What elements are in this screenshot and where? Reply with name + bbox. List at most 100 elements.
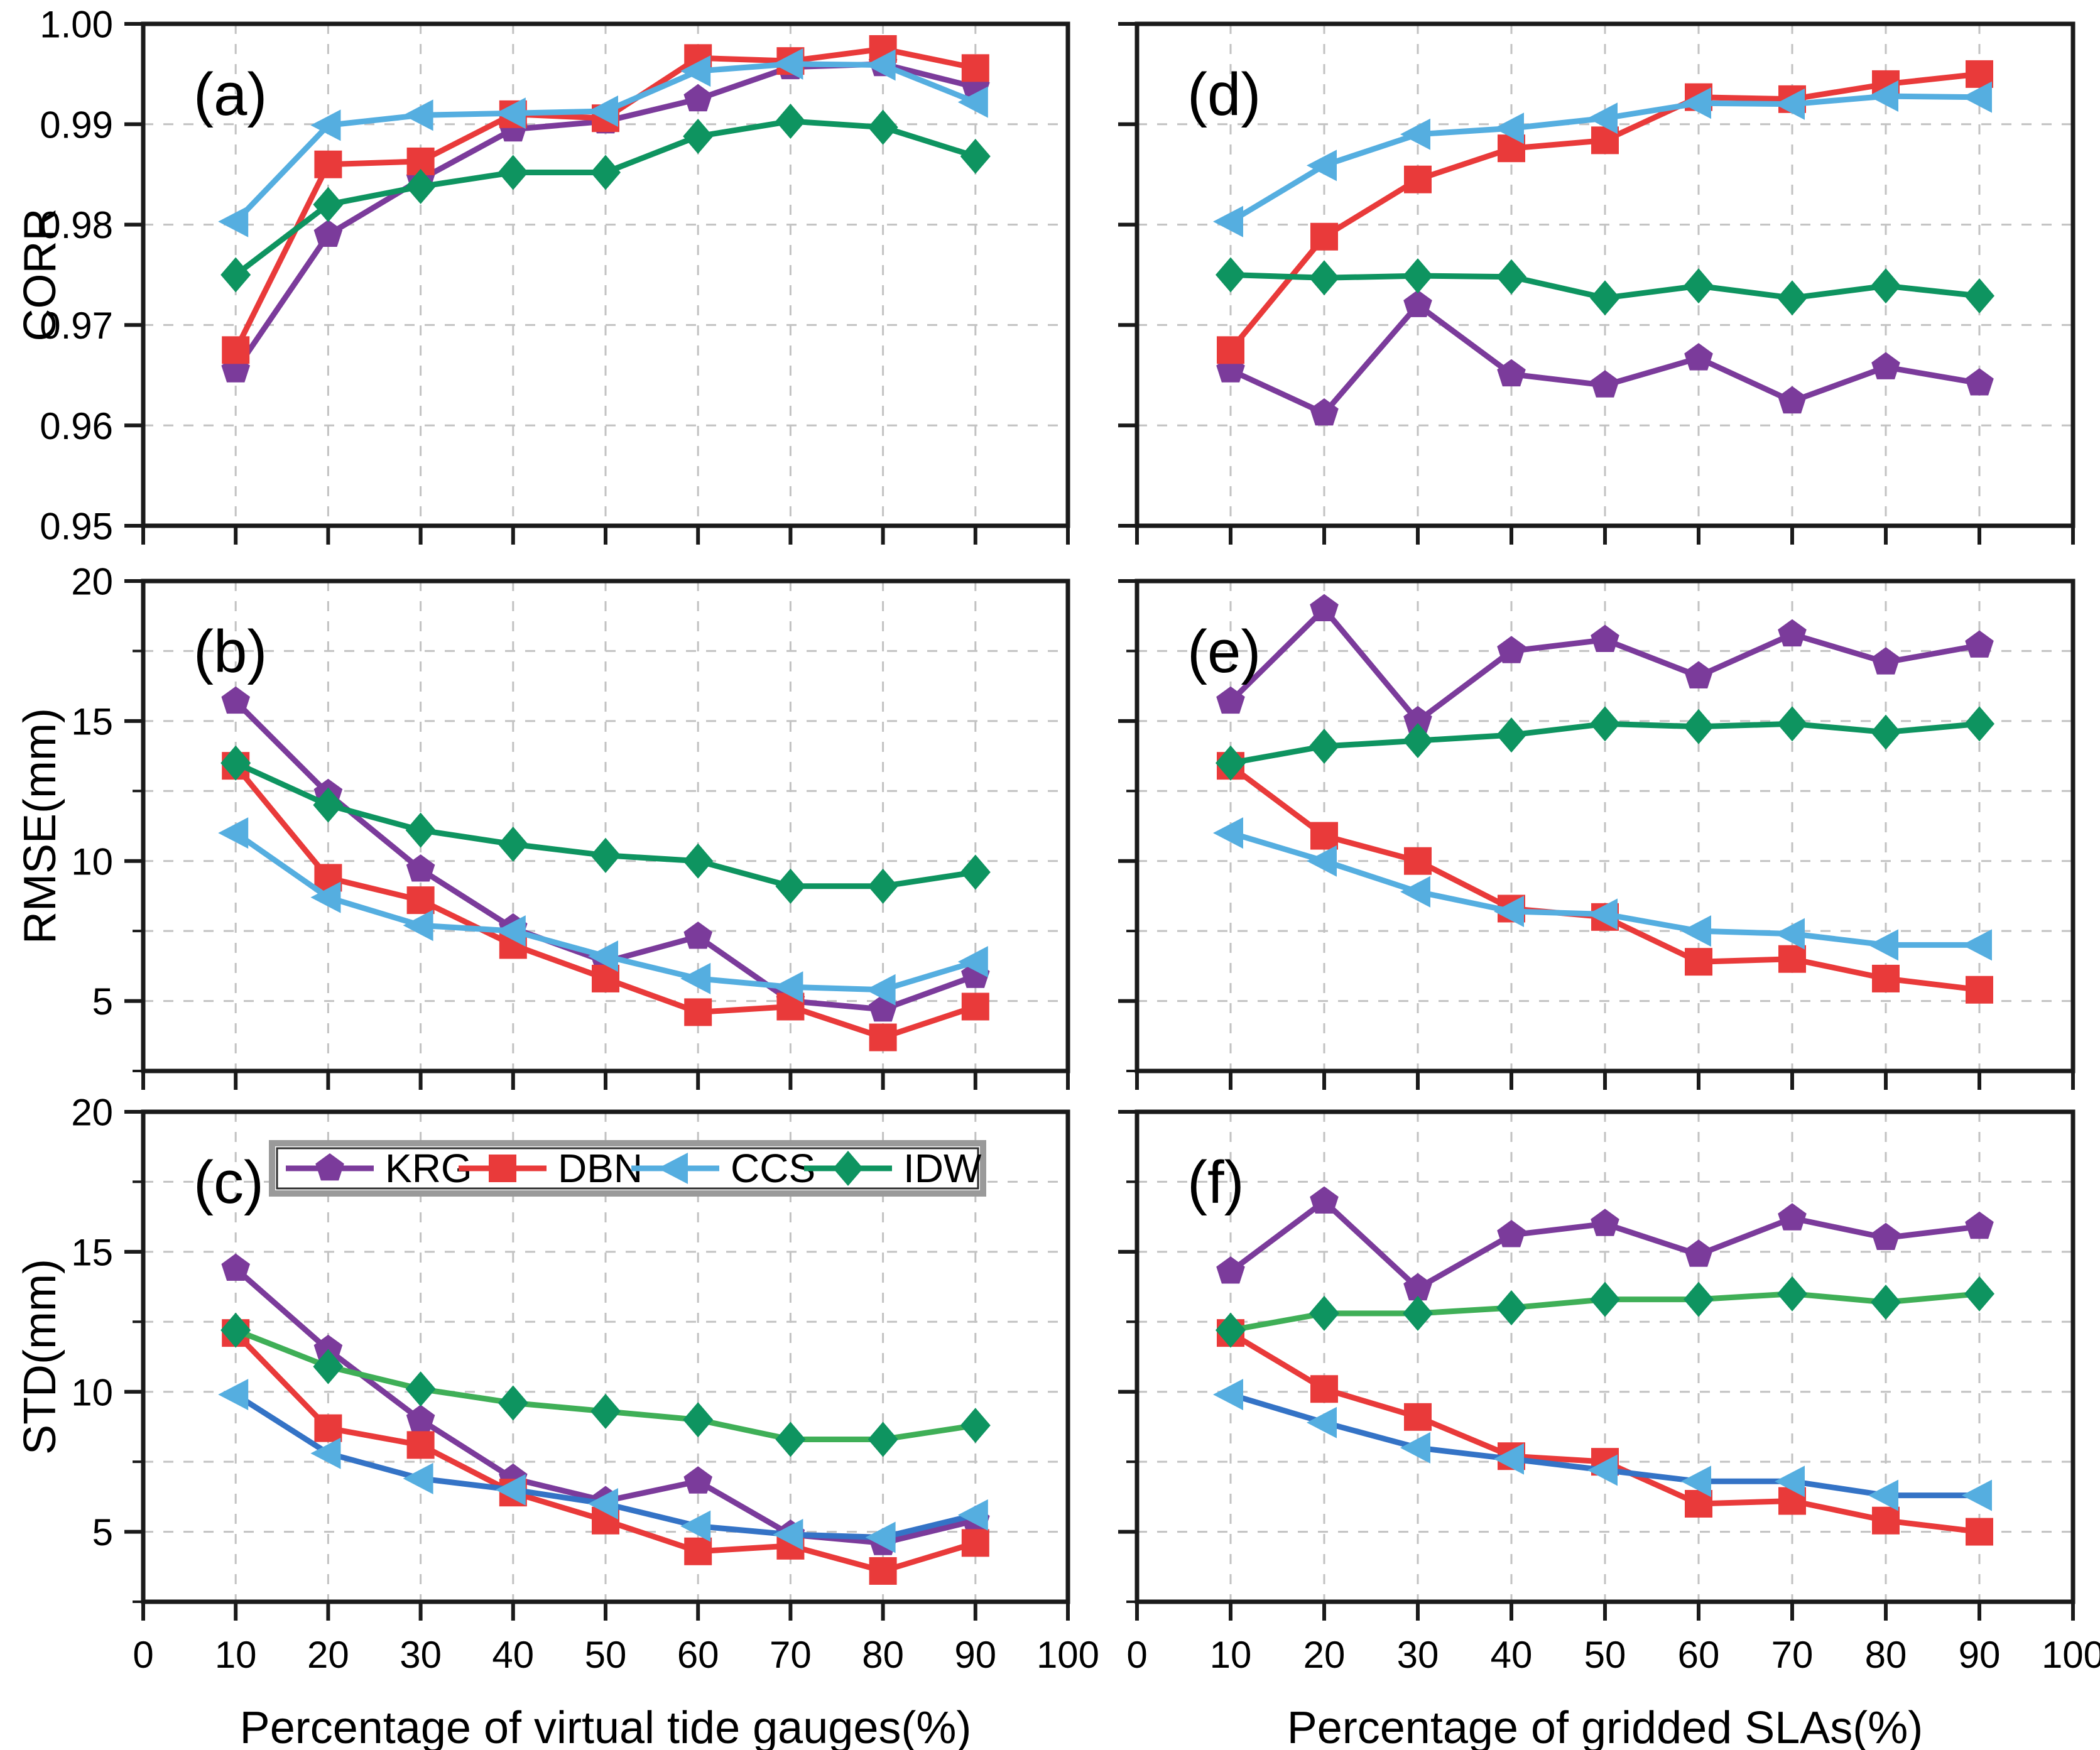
data-point-KRG-x10	[221, 1253, 250, 1281]
data-point-KRG-x60	[1684, 1239, 1713, 1267]
data-point-DBN-x80	[1872, 964, 1900, 992]
ytick-label-5: 5	[92, 981, 113, 1023]
axis-ticks-d	[1118, 22, 2075, 545]
xtick-label-f-60: 60	[1678, 1634, 1720, 1676]
xtick-label-f-30: 30	[1397, 1634, 1439, 1676]
legend-item-CCS: CCS	[631, 1146, 815, 1191]
data-point-CCS-x60	[680, 55, 711, 87]
data-point-IDW-x70	[1777, 280, 1807, 316]
xtick-label-f-10: 10	[1210, 1634, 1252, 1676]
data-point-IDW-x70	[1777, 706, 1807, 742]
data-point-IDW-x50	[1590, 1281, 1620, 1317]
data-point-KRG-x50	[1591, 1209, 1619, 1236]
data-point-CCS-x60	[680, 1510, 711, 1542]
data-point-DBN-x90	[1966, 1518, 1993, 1546]
data-point-IDW-x40	[1496, 1290, 1526, 1325]
xtick-label-c-70: 70	[770, 1634, 812, 1676]
ytick-label-0.95: 0.95	[40, 506, 113, 548]
panel-b: (b) 5 10 15 20 RMSE(mm)	[15, 561, 1070, 1090]
data-point-KRG-x20	[313, 219, 343, 247]
data-point-DBN-x20	[1310, 222, 1338, 251]
data-point-CCS-x40	[495, 1474, 526, 1506]
data-point-KRG-x60	[683, 921, 712, 949]
data-point-DBN-x90	[1966, 976, 1993, 1004]
data-point-CCS-x50	[588, 95, 618, 128]
data-point-DBN-x60	[1685, 948, 1712, 976]
data-point-IDW-x10	[1216, 1312, 1246, 1348]
xtick-label-f-100: 100	[2042, 1634, 2100, 1676]
data-point-CCS-x20	[310, 1437, 341, 1469]
data-point-CCS-x70	[773, 48, 803, 80]
data-point-IDW-x40	[498, 826, 528, 862]
data-point-CCS-x10	[1213, 817, 1243, 849]
data-point-CCS-x60	[1681, 915, 1711, 947]
data-point-KRG-x30	[1403, 1273, 1432, 1301]
data-point-CCS-x50	[1587, 898, 1618, 930]
data-point-CCS-x40	[495, 915, 526, 947]
data-point-IDW-x70	[775, 104, 806, 139]
y-axis-label-c: STD(mm)	[15, 1259, 65, 1455]
data-point-DBN-x20	[1310, 1375, 1338, 1403]
data-point-CCS-x40	[495, 97, 526, 129]
data-point-IDW-x90	[1964, 1276, 1994, 1312]
ytick-label-0.96: 0.96	[40, 405, 113, 447]
y-axis-label-a: CORR	[15, 209, 65, 342]
data-point-CCS-x50	[1587, 102, 1618, 134]
legend-marker-CCS	[658, 1153, 688, 1184]
data-point-IDW-x30	[405, 168, 436, 204]
data-point-IDW-x20	[1309, 260, 1339, 296]
y-axis-label-b: RMSE(mm)	[15, 708, 65, 944]
ytick-label-0.99: 0.99	[40, 104, 113, 146]
data-point-CCS-x70	[1775, 918, 1805, 950]
series-CCS-a	[218, 48, 988, 237]
data-point-CCS-x20	[1307, 149, 1337, 182]
data-point-DBN-x20	[314, 1414, 342, 1442]
data-point-KRG-x40	[1497, 359, 1526, 387]
data-point-KRG-x60	[1684, 343, 1713, 371]
data-point-IDW-x60	[683, 1402, 714, 1438]
axis-ticks-e	[1118, 579, 2075, 1090]
legend-box-inner	[276, 1147, 979, 1190]
series-IDW-d	[1216, 257, 1994, 316]
series-IDW-c	[220, 1312, 991, 1457]
axis-ticks-b	[124, 579, 1070, 1090]
legend-item-KRG: KRG	[286, 1146, 472, 1191]
legend: KRG DBN CCS IDW	[269, 1140, 986, 1197]
data-point-CCS-x60	[1681, 1465, 1711, 1497]
data-point-CCS-x60	[680, 962, 711, 994]
data-point-CCS-x50	[588, 940, 618, 972]
legend-label-KRG: KRG	[385, 1146, 472, 1191]
series-IDW-b	[220, 745, 991, 904]
data-point-KRG-x40	[1497, 1220, 1526, 1247]
data-point-IDW-x30	[405, 1371, 436, 1407]
data-point-IDW-x80	[1871, 714, 1901, 750]
data-point-KRG-x20	[1310, 1186, 1339, 1214]
ytick-label-1: 1.00	[40, 4, 113, 46]
data-point-CCS-x80	[865, 49, 896, 81]
x-axis-label-c: Percentage of virtual tide gauges(%)	[240, 1703, 972, 1750]
data-point-IDW-x90	[960, 854, 991, 890]
data-point-CCS-x50	[1587, 1454, 1618, 1486]
data-point-IDW-x90	[1964, 706, 1994, 742]
axis-ticks-c	[124, 1110, 1070, 1621]
data-point-CCS-x50	[588, 1488, 618, 1519]
series-IDW-a	[220, 104, 991, 293]
legend-item-IDW: IDW	[804, 1146, 982, 1191]
data-point-DBN-x60	[684, 998, 712, 1026]
data-point-IDW-x60	[683, 843, 714, 879]
xtick-label-f-70: 70	[1771, 1634, 1814, 1676]
data-point-DBN-x90	[961, 1529, 989, 1557]
data-point-DBN-x30	[1404, 165, 1432, 193]
data-point-DBN-x30	[406, 1431, 435, 1459]
data-point-CCS-x70	[773, 1519, 803, 1551]
data-point-DBN-x30	[1404, 847, 1432, 875]
data-point-CCS-x70	[773, 971, 803, 1003]
data-point-IDW-x10	[220, 1312, 251, 1348]
data-point-CCS-x90	[1962, 929, 1992, 961]
panel-letter-c: (c)	[193, 1149, 264, 1216]
data-point-KRG-x80	[1871, 647, 1900, 675]
data-point-IDW-x90	[960, 1408, 991, 1443]
data-point-KRG-x70	[1778, 619, 1807, 647]
